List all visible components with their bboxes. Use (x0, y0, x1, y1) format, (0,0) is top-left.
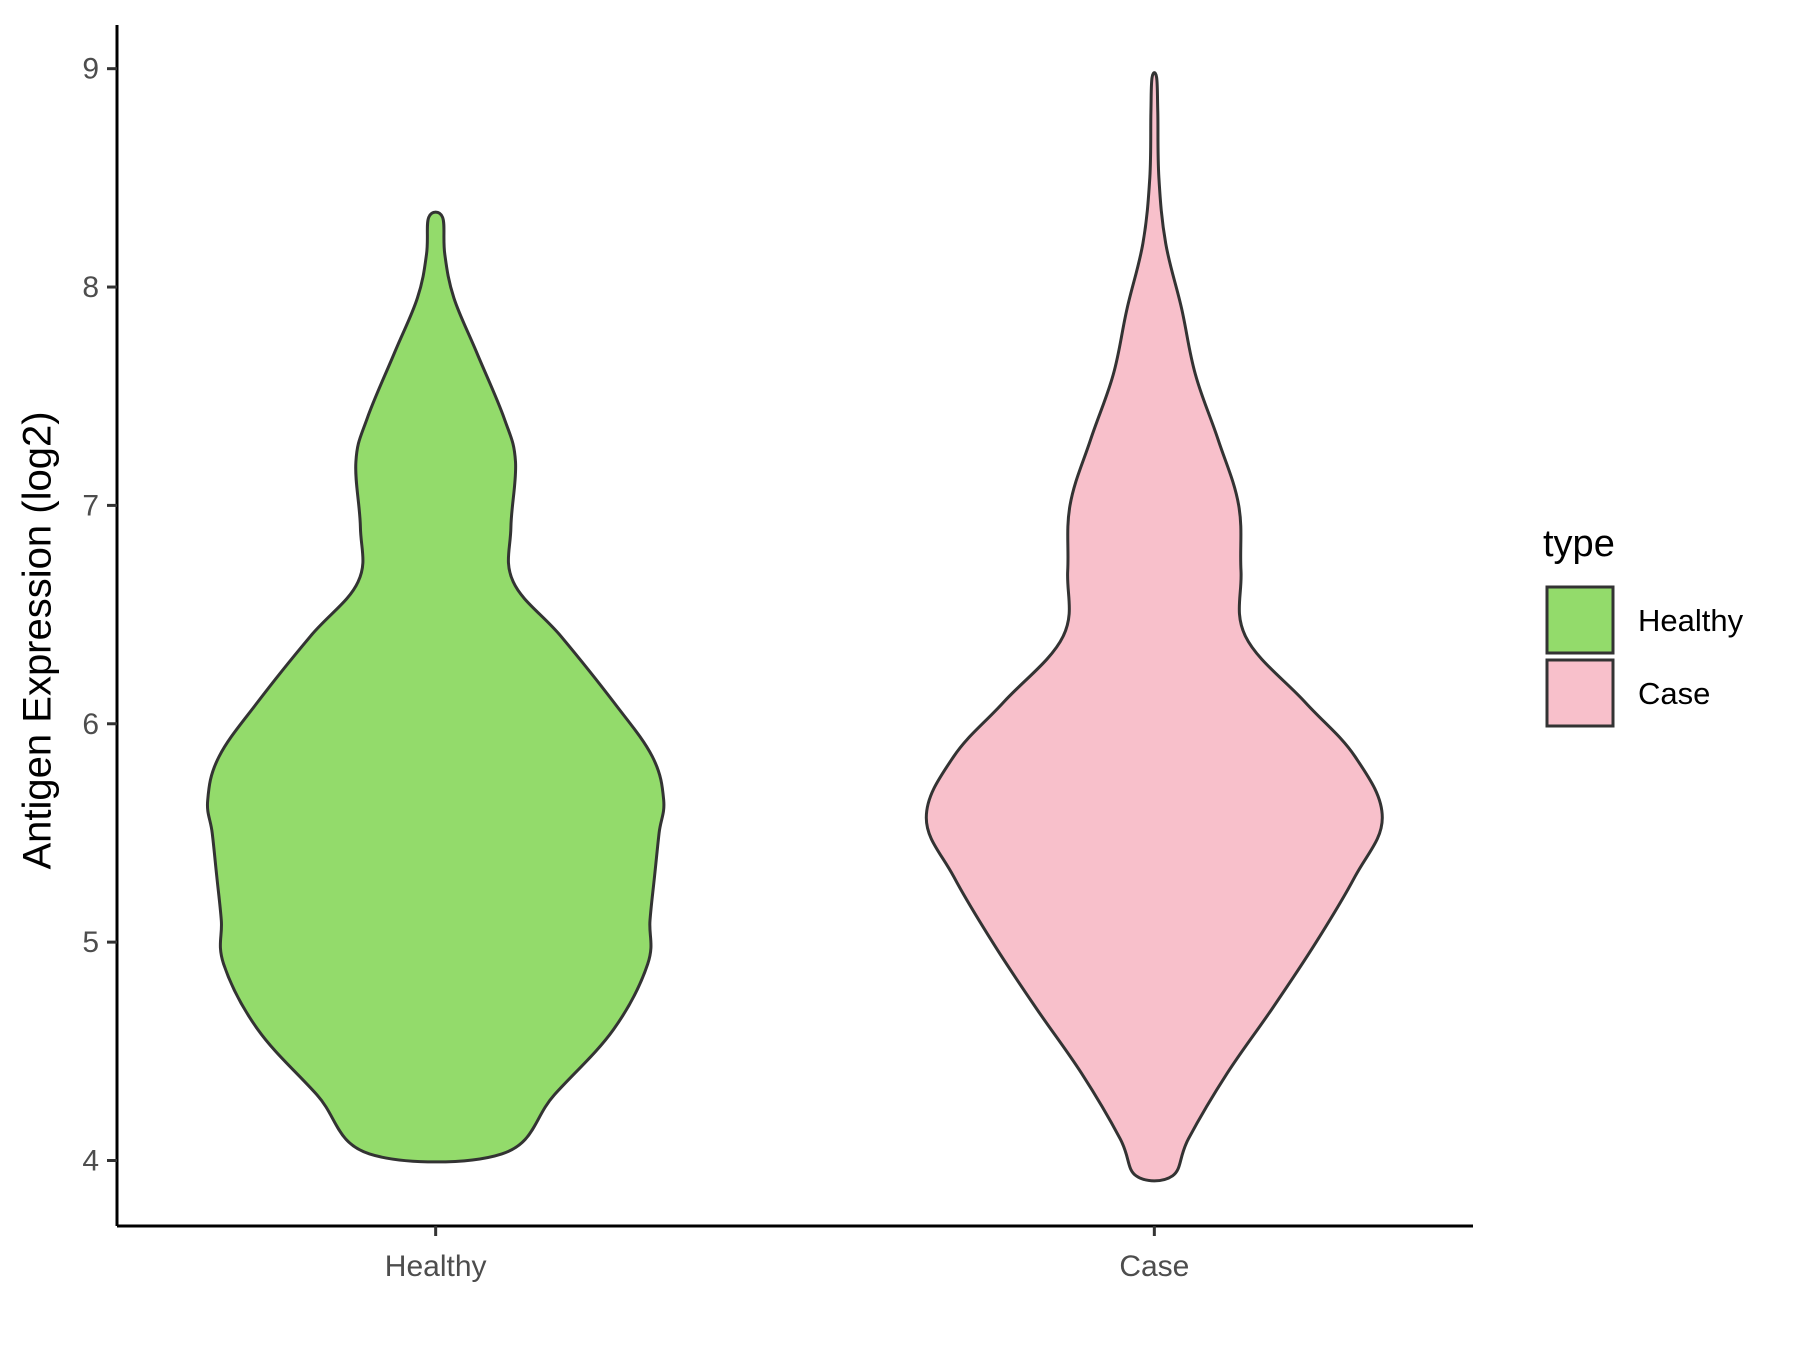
violin-healthy (205, 210, 666, 1164)
legend-label-case: Case (1638, 676, 1710, 711)
y-ticks: 4 5 6 7 8 9 (82, 53, 117, 1177)
y-tick-label: 9 (82, 53, 99, 86)
legend-swatch-healthy (1545, 585, 1615, 655)
y-tick-label: 6 (82, 708, 99, 741)
x-ticks: Healthy Case (385, 1226, 1189, 1283)
violin-layer (205, 71, 1384, 1183)
y-tick-label: 7 (82, 489, 99, 522)
legend-label-healthy: Healthy (1638, 603, 1744, 638)
legend-title: type (1543, 523, 1615, 565)
legend-swatch-case (1545, 658, 1615, 728)
x-tick-label: Case (1119, 1250, 1189, 1283)
x-tick-label: Healthy (385, 1250, 487, 1283)
violin-case (924, 71, 1384, 1183)
legend: type Healthy Case (1543, 523, 1744, 728)
y-tick-label: 8 (82, 271, 99, 304)
axes: 4 5 6 7 8 9 Healthy Case (82, 25, 1473, 1283)
y-tick-label: 4 (82, 1144, 99, 1177)
y-tick-label: 5 (82, 926, 99, 959)
y-axis-title: Antigen Expression (log2) (16, 411, 60, 869)
legend-items: Healthy Case (1545, 585, 1744, 728)
